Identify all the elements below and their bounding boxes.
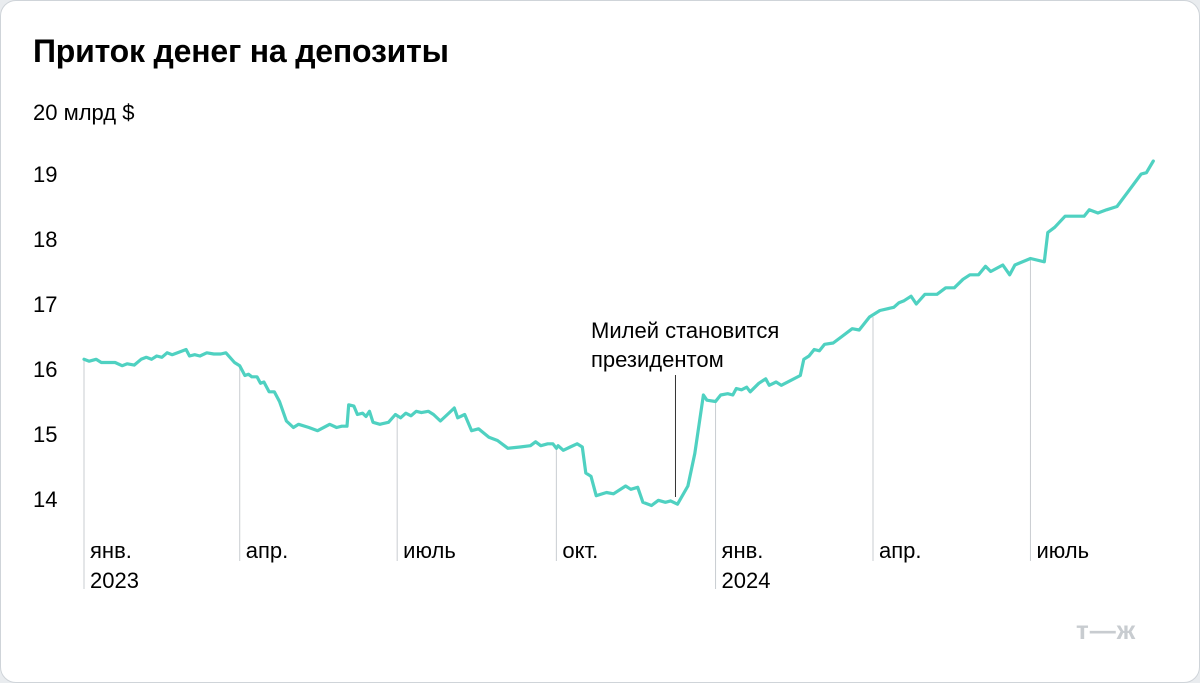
y-tick-label: 16 (33, 357, 57, 382)
brand-logo: т—ж (1076, 615, 1136, 645)
grid-lines (83, 258, 1031, 589)
annotation-text: Милей становится (591, 318, 779, 343)
y-tick-label: 18 (33, 227, 57, 252)
chart-title: Приток денег на депозиты (33, 33, 449, 69)
x-tick-year-label: 2023 (90, 568, 139, 593)
series (82, 159, 1155, 508)
axis-labels: 20 млрд $ 14 15 16 17 18 19 янв. 2023 апр. июль ок… (33, 100, 1089, 593)
y-unit-label: 20 млрд $ (33, 100, 134, 125)
x-tick-label: апр. (879, 538, 922, 563)
x-tick-label: июль (1036, 538, 1089, 563)
x-tick-label: янв. (90, 538, 132, 563)
x-tick-year-label: 2024 (722, 568, 771, 593)
y-tick-label: 17 (33, 292, 57, 317)
series-line (82, 159, 1155, 508)
x-tick-label: июль (403, 538, 456, 563)
x-tick-label: окт. (562, 538, 598, 563)
x-tick-label: апр. (246, 538, 289, 563)
x-tick-label: янв. (722, 538, 764, 563)
y-tick-label: 14 (33, 487, 57, 512)
y-tick-label: 15 (33, 422, 57, 447)
y-tick-label: 19 (33, 162, 57, 187)
annotation: Милей становится президентом (591, 318, 779, 497)
annotation-text: президентом (591, 347, 724, 372)
